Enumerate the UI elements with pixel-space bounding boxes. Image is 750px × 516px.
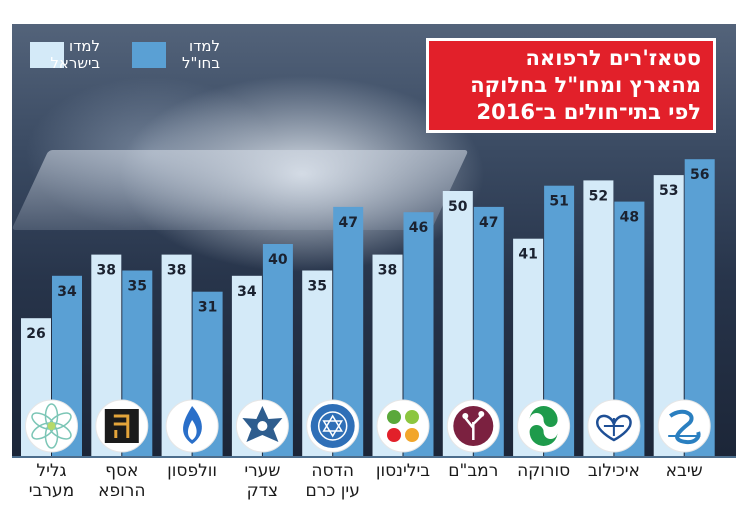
beilinson-leaves-icon-circle	[376, 399, 430, 453]
shaare-zedek-star-icon	[242, 406, 283, 442]
data-label-israel-0: 26	[26, 326, 45, 342]
hospital-label-7-line1: סורוקה	[517, 461, 571, 481]
hospital-label-1-line2: הרופא	[98, 481, 146, 501]
data-label-israel-2: 38	[167, 263, 186, 279]
assaf-harofe-icon	[104, 409, 139, 443]
hospital-label-6: רמב"ם	[438, 461, 508, 481]
hospital-label-0: גליל מערבי	[17, 461, 87, 501]
legend-swatch-israel	[30, 42, 64, 68]
chart-title-line3: לפי בתי־חולים ב־2016	[476, 100, 702, 124]
hospital-label-3-line1: שערי	[244, 461, 281, 481]
data-label-abroad-8: 48	[620, 210, 639, 226]
hospital-label-8-line1: איכילוב	[587, 461, 640, 481]
hospital-label-9: שיבא	[649, 461, 719, 481]
chart-title-line1: סטאז'רים לרפואה	[525, 46, 701, 70]
data-label-israel-8: 52	[589, 188, 608, 204]
wolfson-flame-icon	[183, 406, 202, 444]
data-label-israel-5: 38	[378, 263, 397, 279]
hospital-label-3-line2: צדק	[246, 481, 279, 501]
data-label-abroad-7: 51	[549, 194, 568, 210]
hospital-label-0-line2: מערבי	[28, 481, 75, 501]
data-label-israel-7: 41	[518, 247, 537, 263]
data-label-israel-9: 53	[659, 183, 678, 199]
galil-flower-icon	[31, 403, 72, 449]
data-label-israel-3: 34	[237, 284, 257, 300]
beilinson-leaves-icon	[387, 410, 419, 442]
hospital-label-1-line1: אסף	[105, 461, 139, 481]
data-label-israel-4: 35	[307, 279, 326, 295]
hospital-label-4: הדסה עין כרם	[298, 461, 368, 501]
legend-label-abroad-line1: למדו	[189, 37, 220, 55]
legend-label-abroad: למדו בחו"ל	[150, 38, 220, 72]
hospital-label-2-line1: וולפסון	[167, 461, 218, 481]
hospital-label-8: איכילוב	[579, 461, 649, 481]
soroka-swirl-icon	[529, 406, 558, 446]
hospital-label-4-line2: עין כרם	[305, 481, 360, 501]
legend-label-israel: למדו בישראל	[30, 38, 100, 72]
hospital-label-9-line1: שיבא	[665, 461, 703, 481]
data-label-abroad-2: 31	[198, 300, 217, 316]
ichilov-heart-icon	[596, 414, 632, 442]
hospital-label-6-line1: רמב"ם	[448, 461, 499, 481]
legend-label-abroad-line2: בחו"ל	[182, 54, 220, 72]
hospital-label-2: וולפסון	[157, 461, 227, 481]
sheba-snake-icon	[668, 409, 701, 445]
legend-label-israel-line1: למדו	[69, 37, 100, 55]
data-label-abroad-0: 34	[57, 284, 77, 300]
data-label-abroad-6: 47	[479, 215, 498, 231]
data-label-abroad-3: 40	[268, 252, 288, 268]
chart-title-line2: מהארץ ומחו"ל בחלוקה	[470, 73, 701, 97]
hospital-label-4-line1: הדסה	[311, 461, 354, 481]
data-label-israel-6: 50	[448, 199, 468, 215]
data-label-abroad-5: 46	[409, 220, 428, 236]
hospital-label-7: סורוקה	[509, 461, 579, 481]
data-label-abroad-4: 47	[338, 215, 357, 231]
data-label-israel-1: 38	[97, 263, 116, 279]
hospital-label-5-line1: בילינסון	[375, 461, 431, 481]
hospital-label-1: אסף הרופא	[87, 461, 157, 501]
data-label-abroad-9: 56	[690, 167, 709, 183]
chart-baseline	[12, 456, 736, 458]
hospital-label-3: שערי צדק	[227, 461, 297, 501]
rambam-tree-icon	[453, 406, 494, 446]
data-label-abroad-1: 35	[128, 279, 147, 295]
chart-title: סטאז'רים לרפואה מהארץ ומחו"ל בחלוקה לפי …	[426, 38, 716, 133]
legend-label-israel-line2: בישראל	[50, 54, 100, 72]
legend-swatch-abroad	[132, 42, 166, 68]
hospital-label-5: בילינסון	[368, 461, 438, 481]
hospital-label-0-line1: גליל	[36, 461, 67, 481]
hadassah-emblem-icon	[310, 404, 355, 448]
soroka-swirl-icon-circle	[517, 399, 571, 453]
